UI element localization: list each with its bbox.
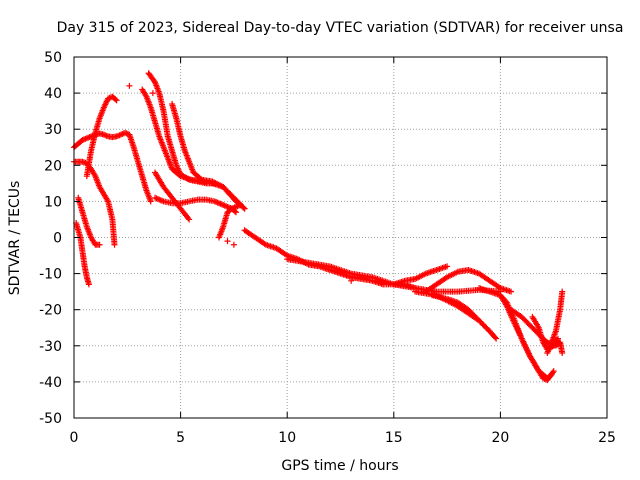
- series-track-15: [422, 266, 515, 295]
- x-tick-label: 0: [70, 430, 79, 446]
- data-point: [550, 368, 557, 375]
- series-track-11: [215, 202, 244, 241]
- axis-ticks: [73, 56, 608, 419]
- y-tick-labels: -50 -40 -30 -20 -10 0 10 20 30 40 50: [39, 50, 62, 427]
- data-point: [96, 241, 103, 248]
- series-track-7: [145, 70, 218, 187]
- y-tick-label: 40: [44, 86, 62, 102]
- y-tick-label: -50: [39, 411, 62, 427]
- series-isolated-points: [126, 82, 387, 288]
- series-track-22: [544, 288, 566, 357]
- y-tick-label: 0: [53, 231, 62, 247]
- x-tick-label: 20: [491, 430, 509, 446]
- data-point: [559, 288, 566, 295]
- x-tick-label: 5: [176, 430, 185, 446]
- data-point: [241, 205, 248, 212]
- series-track-18: [476, 285, 555, 382]
- data-point: [559, 350, 566, 357]
- data-point: [111, 241, 118, 248]
- data-point: [113, 97, 120, 104]
- y-tick-label: -40: [39, 375, 62, 391]
- y-tick-label: -20: [39, 303, 62, 319]
- y-tick-label: -30: [39, 339, 62, 355]
- data-point: [112, 96, 119, 103]
- data-point: [444, 263, 451, 270]
- series-track-17: [429, 292, 493, 335]
- y-tick-label: 10: [44, 194, 62, 210]
- series-track-14: [390, 263, 451, 288]
- data-point: [102, 132, 109, 139]
- data-point: [147, 198, 154, 205]
- data-point: [233, 209, 240, 216]
- series-track-13: [284, 256, 504, 295]
- x-tick-label: 25: [598, 430, 616, 446]
- data-point: [237, 202, 244, 209]
- data-point: [185, 215, 192, 222]
- data-point: [554, 335, 561, 342]
- data-point: [492, 334, 499, 341]
- series-track-9: [152, 169, 193, 223]
- series-track-16: [412, 288, 500, 342]
- data-point: [508, 288, 515, 295]
- x-axis-label: GPS time / hours: [281, 458, 398, 474]
- data-point: [348, 277, 355, 284]
- chart-title: Day 315 of 2023, Sidereal Day-to-day VTE…: [57, 20, 624, 36]
- x-tick-labels: 0 5 10 15 20 25: [70, 430, 616, 446]
- y-axis-label: SDTVAR / TECUs: [7, 181, 23, 296]
- series-track-10: [152, 194, 240, 216]
- data-point: [224, 238, 231, 245]
- data-point: [486, 328, 493, 335]
- data-point: [380, 281, 387, 288]
- data-point: [85, 281, 92, 288]
- y-tick-label: 20: [44, 158, 62, 174]
- y-tick-label: 30: [44, 122, 62, 138]
- data-point: [126, 82, 133, 89]
- series-track-1: [71, 129, 154, 205]
- data-point: [493, 335, 500, 342]
- series-track-4: [73, 220, 92, 288]
- series-track-8: [169, 100, 248, 212]
- y-tick-label: -10: [39, 267, 62, 283]
- grid: [74, 57, 607, 418]
- data-point: [549, 369, 556, 376]
- data-point: [123, 130, 130, 137]
- series-track-5: [83, 93, 120, 180]
- data-point: [240, 204, 247, 211]
- data-series: [71, 70, 566, 384]
- x-tick-label: 15: [385, 430, 403, 446]
- series-track-19: [497, 292, 557, 384]
- series-track-2: [71, 158, 118, 248]
- data-point: [186, 216, 193, 223]
- data-point: [197, 175, 204, 182]
- series-track-3: [75, 194, 103, 248]
- data-point: [230, 241, 237, 248]
- y-tick-label: 50: [44, 50, 62, 66]
- data-point: [149, 90, 156, 97]
- x-tick-label: 10: [278, 430, 296, 446]
- data-point: [485, 327, 492, 334]
